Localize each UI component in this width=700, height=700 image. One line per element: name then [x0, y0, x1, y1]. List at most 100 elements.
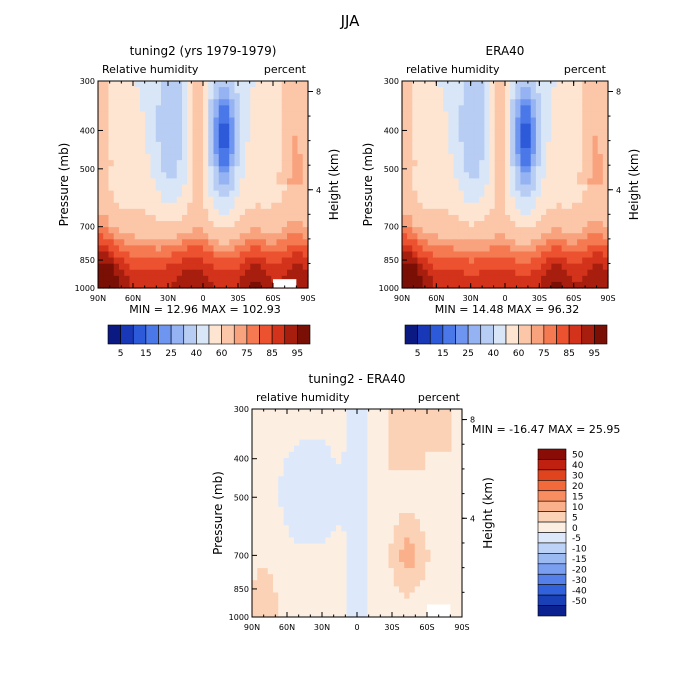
heatmap-cell	[218, 81, 225, 88]
heatmap-cell	[281, 135, 288, 143]
heatmap-cell	[255, 275, 262, 283]
heatmap-cell	[577, 184, 583, 192]
heatmap-cell	[197, 214, 204, 222]
heatmap-cell	[582, 154, 588, 161]
heatmap-cell	[252, 549, 258, 557]
heatmap-cell	[402, 129, 408, 137]
heatmap-cell	[414, 519, 421, 526]
colorbar-label: 95	[589, 349, 600, 359]
heatmap-cell	[458, 99, 465, 106]
heatmap-cell	[171, 154, 178, 161]
heatmap-cell	[546, 135, 552, 143]
heatmap-cell	[281, 239, 288, 246]
heatmap-cell	[420, 513, 426, 520]
heatmap-cell	[432, 281, 439, 289]
heatmap-cell	[463, 269, 470, 277]
heatmap-cell	[203, 135, 209, 143]
heatmap-cell	[412, 263, 419, 271]
heatmap-cell	[283, 415, 290, 422]
heatmap-cell	[187, 257, 194, 265]
heatmap-cell	[362, 592, 369, 600]
heatmap-cell	[203, 172, 209, 180]
heatmap-cell	[448, 105, 455, 113]
heatmap-cell	[315, 586, 321, 594]
heatmap-cell	[571, 184, 578, 192]
heatmap-cell	[577, 99, 583, 106]
heatmap-cell	[489, 93, 496, 100]
heatmap-cell	[182, 239, 188, 246]
heatmap-cell	[283, 457, 290, 465]
colorbar-swatch	[537, 500, 567, 512]
heatmap-cell	[430, 519, 437, 526]
heatmap-cell	[438, 160, 444, 167]
min-max-stats: MIN = 12.96 MAX = 102.93	[129, 303, 280, 316]
heatmap-cell	[267, 561, 274, 569]
heatmap-cell	[140, 87, 146, 94]
heatmap-cell	[430, 568, 437, 575]
heatmap-cell	[430, 555, 437, 563]
heatmap-cell	[252, 519, 258, 526]
heatmap-cell	[224, 166, 230, 173]
heatmap-cell	[197, 87, 204, 94]
heatmap-cell	[239, 239, 246, 246]
heatmap-cell	[417, 93, 424, 100]
heatmap-cell	[357, 537, 363, 545]
heatmap-cell	[103, 117, 110, 125]
heatmap-cell	[330, 500, 337, 508]
heatmap-cell	[273, 488, 279, 496]
heatmap-cell	[208, 281, 215, 289]
heatmap-cell	[592, 141, 599, 149]
heatmap-cell	[150, 239, 157, 246]
heatmap-cell	[489, 263, 496, 271]
heatmap-cell	[505, 123, 511, 131]
heatmap-cell	[582, 135, 588, 143]
heatmap-cell	[276, 105, 283, 113]
y-tick-label: 400	[234, 455, 249, 464]
heatmap-cell	[422, 117, 429, 125]
heatmap-cell	[510, 269, 516, 277]
heatmap-cell	[192, 239, 199, 246]
heatmap-cell	[224, 117, 230, 125]
heatmap-cell	[129, 117, 136, 125]
heatmap-cell	[218, 190, 225, 198]
heatmap-cell	[113, 208, 120, 216]
colorbar-label: 0	[572, 524, 578, 534]
heatmap-cell	[412, 135, 419, 143]
heatmap-cell	[187, 81, 194, 88]
heatmap-cell	[203, 160, 209, 167]
heatmap-cell	[197, 281, 204, 289]
heatmap-cell	[239, 81, 246, 88]
heatmap-cell	[134, 147, 141, 155]
heatmap-cell	[119, 154, 125, 161]
heatmap-cell	[229, 160, 236, 167]
heatmap-cell	[292, 251, 299, 259]
heatmap-cell	[260, 275, 267, 283]
heatmap-cell	[283, 525, 290, 532]
heatmap-cell	[252, 568, 258, 575]
heatmap-cell	[414, 561, 421, 569]
heatmap-cell	[229, 227, 236, 234]
heatmap-cell	[150, 99, 157, 106]
heatmap-cell	[182, 129, 188, 137]
heatmap-cell	[378, 506, 384, 514]
heatmap-cell	[346, 543, 353, 551]
heatmap-cell	[297, 135, 304, 143]
heatmap-cell	[262, 580, 269, 588]
heatmap-cell	[140, 123, 146, 131]
heatmap-cell	[267, 537, 274, 545]
heatmap-cell	[432, 245, 439, 253]
heatmap-cell	[494, 184, 501, 192]
heatmap-cell	[213, 208, 220, 216]
heatmap-cell	[187, 154, 194, 161]
heatmap-cell	[404, 415, 411, 422]
heatmap-cell	[273, 451, 279, 459]
heatmap-cell	[484, 251, 491, 259]
heatmap-cell	[546, 172, 552, 180]
heatmap-cell	[515, 263, 522, 271]
heatmap-cell	[456, 598, 463, 606]
heatmap-cell	[283, 464, 290, 471]
heatmap-cell	[129, 196, 136, 204]
heatmap-cell	[520, 166, 527, 173]
heatmap-cell	[203, 251, 209, 259]
heatmap-cell	[155, 105, 162, 113]
